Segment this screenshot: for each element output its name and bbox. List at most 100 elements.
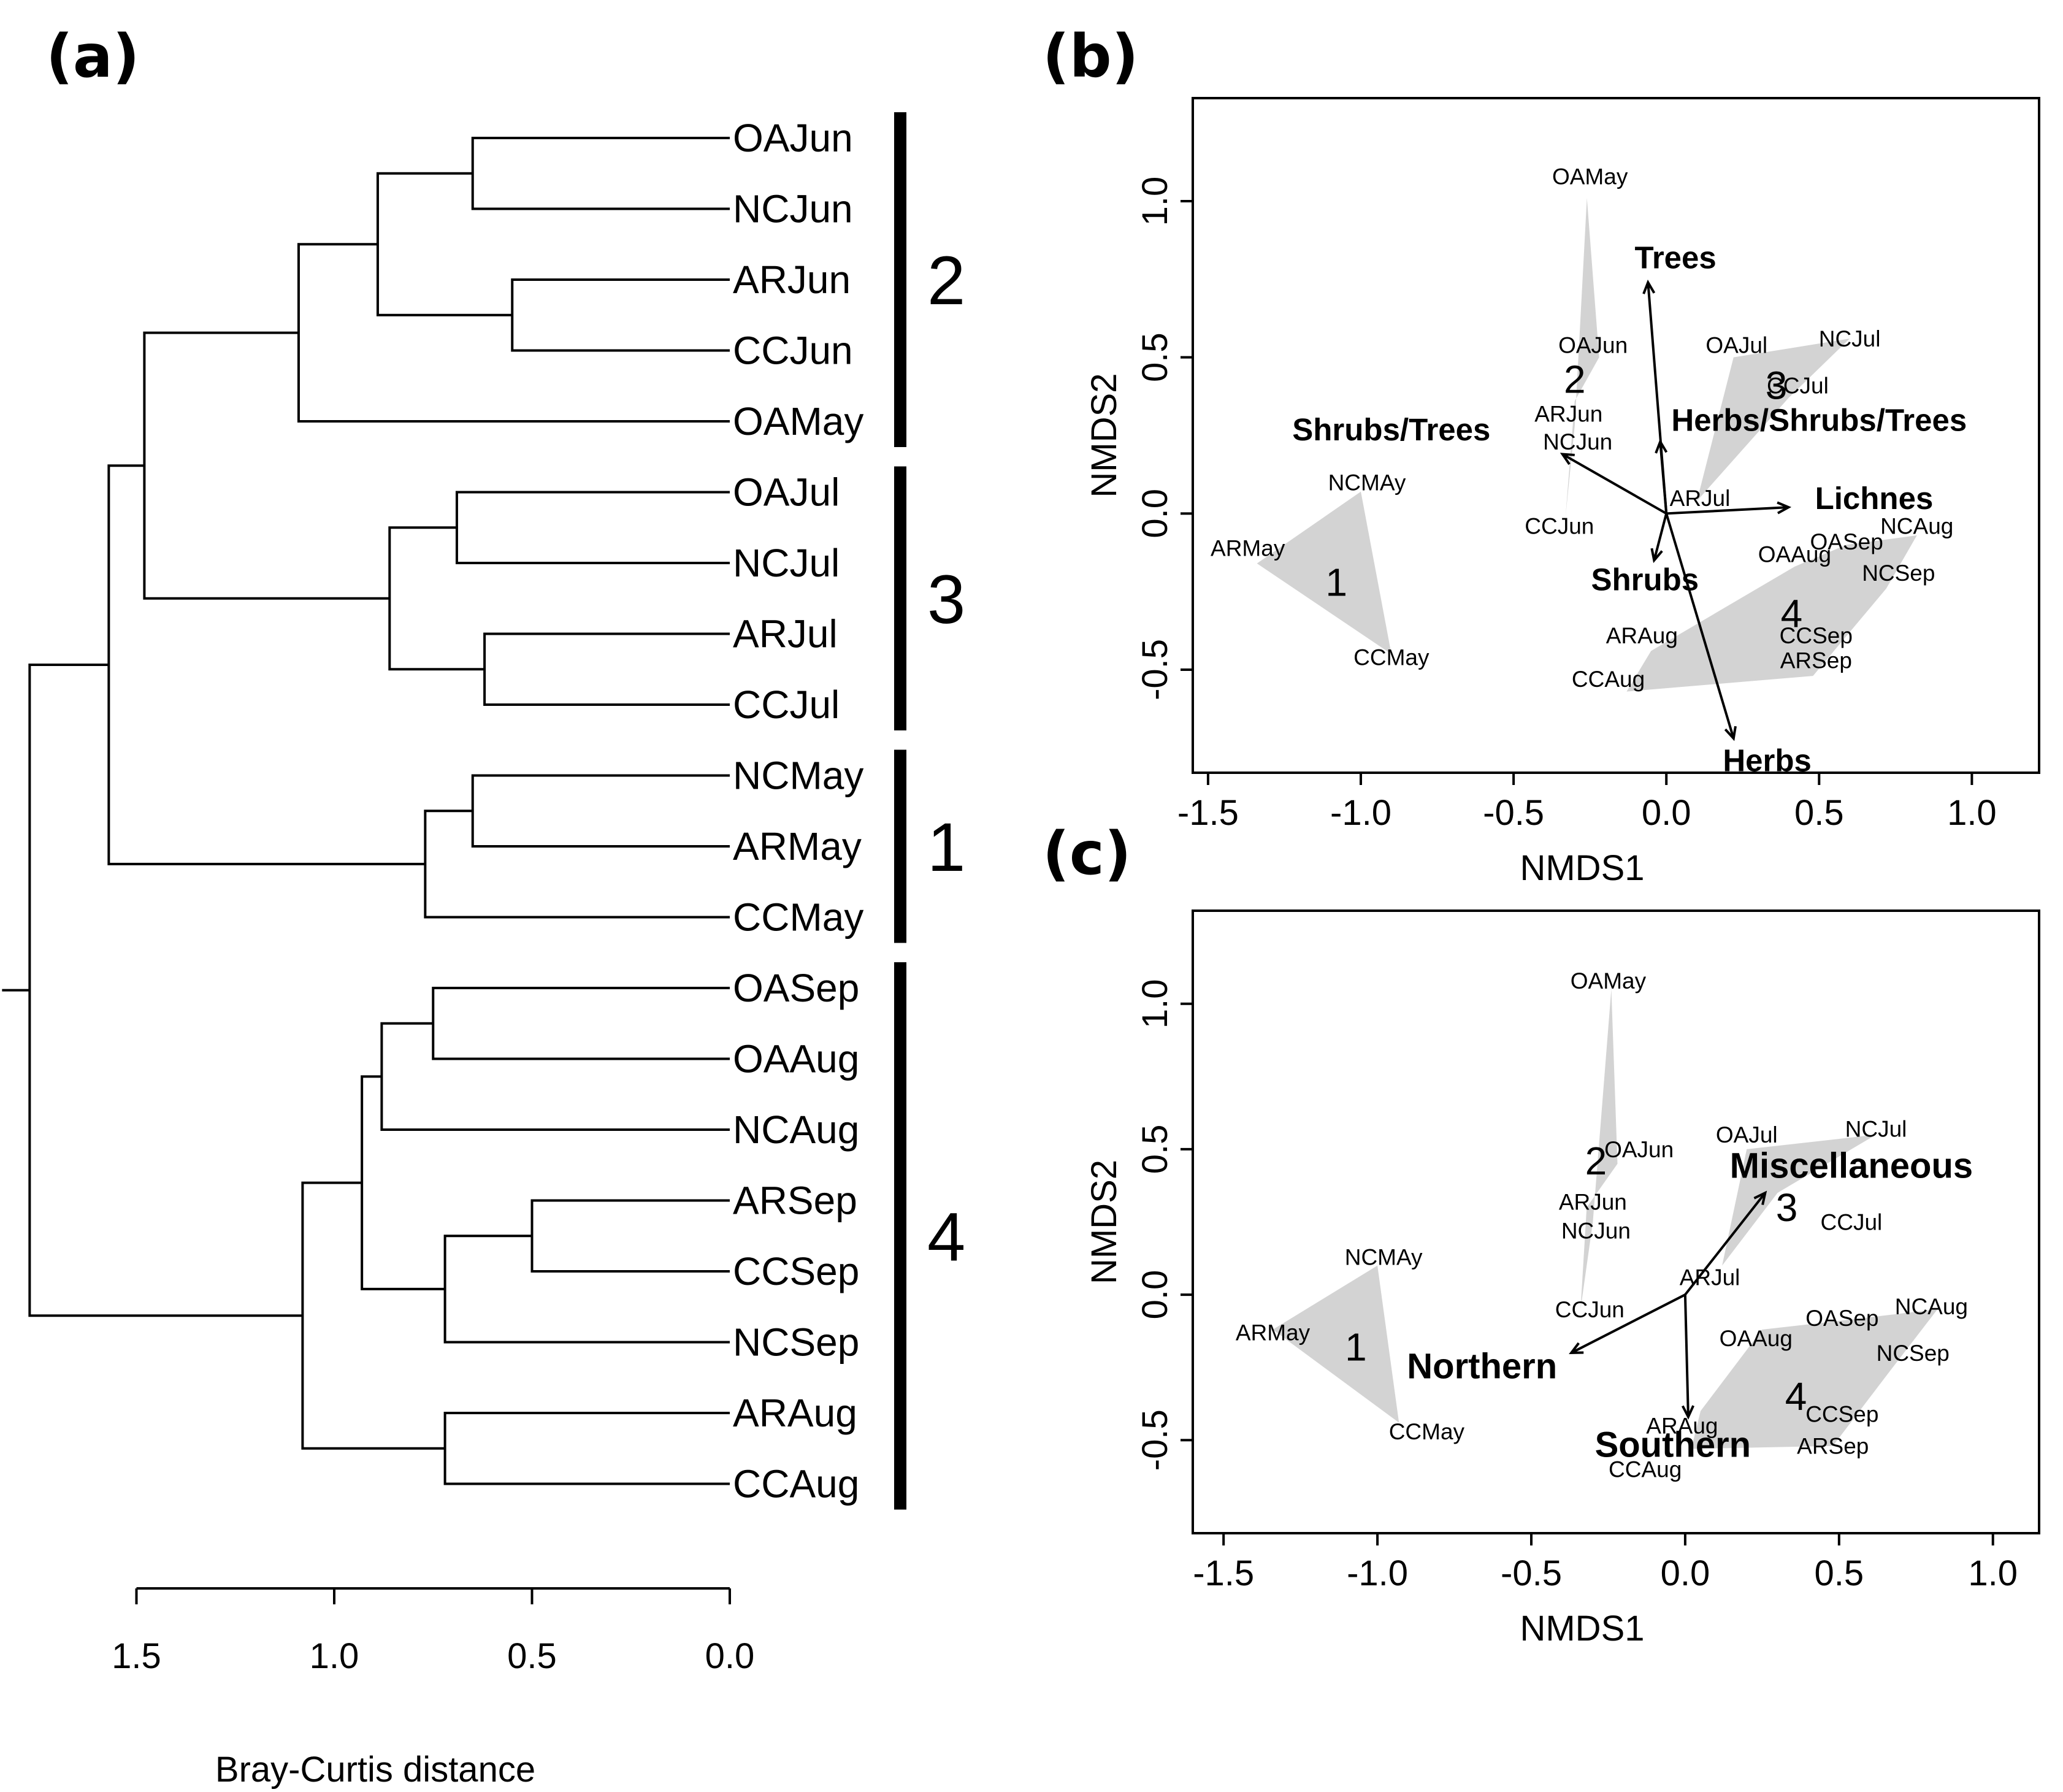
cluster-label-3: 3 <box>927 561 965 638</box>
point-label-oajun: OAJun <box>1604 1137 1674 1162</box>
vector-herbs <box>1665 513 1735 739</box>
group-2-label: 2 <box>1585 1139 1607 1183</box>
vector-arrowhead-herbs-shrubs-trees <box>1655 438 1668 454</box>
group-2-label: 2 <box>1564 357 1586 401</box>
distance-tick-label: 0.0 <box>705 1636 755 1676</box>
point-label-araug: ARAug <box>1646 1414 1718 1439</box>
dendrogram-link-m17 <box>443 1412 730 1485</box>
point-label-ccsep: CCSep <box>1805 1402 1878 1427</box>
leaf-label-arjun: ARJun <box>733 258 851 302</box>
point-label-arsep: ARSep <box>1797 1434 1869 1459</box>
vector-arrowhead-shrubs-trees <box>1560 453 1575 465</box>
group-4-label: 4 <box>1785 1374 1807 1419</box>
leaf-label-araug: ARAug <box>733 1391 857 1435</box>
y-tick-label: 0.5 <box>1135 332 1175 382</box>
dendrogram-link-m2 <box>511 278 730 352</box>
leaf-label-ccjun: CCJun <box>733 329 853 373</box>
plot-frame <box>1192 909 2040 1534</box>
y-tick-label: 0.0 <box>1135 489 1175 538</box>
cluster-label-4: 4 <box>927 1198 965 1275</box>
x-tick-label: -1.5 <box>1177 793 1239 833</box>
leaf-label-ncsep: NCSep <box>733 1320 859 1365</box>
point-label-oamay: OAMay <box>1571 968 1647 994</box>
x-tick-label: -0.5 <box>1483 793 1544 833</box>
dendrogram-link-m4 <box>297 243 730 423</box>
x-tick-label: -1.0 <box>1347 1553 1408 1593</box>
leaf-label-oasep: OASep <box>733 966 859 1010</box>
point-label-oaaug: OAAug <box>1758 542 1831 567</box>
group-1-hull <box>1273 1265 1399 1423</box>
distance-tick-label: 1.5 <box>112 1636 161 1676</box>
distance-tick-label: 1.0 <box>310 1636 359 1676</box>
point-label-araug: ARAug <box>1606 623 1678 648</box>
x-tick-label: 0.5 <box>1814 1553 1864 1593</box>
vector-arrowhead-northern <box>1569 1342 1584 1355</box>
point-label-ccjul: CCJul <box>1821 1210 1883 1235</box>
vector-arrowhead-shrubs <box>1650 548 1663 564</box>
point-label-armay: ARMay <box>1236 1320 1311 1346</box>
vector-label-lichnes: Lichnes <box>1815 481 1934 516</box>
vector-southern <box>1683 1295 1690 1417</box>
leaf-label-ccsep: CCSep <box>733 1249 859 1293</box>
dendrogram-link-m5 <box>455 491 730 564</box>
point-label-oasep: OASep <box>1810 529 1883 554</box>
group-2-hull <box>1565 197 1599 517</box>
dendrogram-link-m18 <box>301 1181 445 1450</box>
x-tick-label: 0.5 <box>1794 793 1844 833</box>
cluster-bar-2 <box>894 112 906 447</box>
group-4-hull <box>1691 1309 1938 1449</box>
x-tick-label: -0.5 <box>1501 1553 1562 1593</box>
distance-axis-title: Bray-Curtis distance <box>215 1750 535 1790</box>
point-label-ncjun: NCJun <box>1543 429 1612 454</box>
leaf-label-ncmay: NCMay <box>733 754 863 798</box>
point-label-ccaug: CCAug <box>1572 667 1645 692</box>
vector-herbs-shrubs-trees <box>1659 442 1668 514</box>
vector-label-herbs-shrubs-trees: Herbs/Shrubs/Trees <box>1671 403 1967 438</box>
group-3-label: 3 <box>1776 1185 1798 1230</box>
vector-arrowhead-southern <box>1682 1405 1694 1420</box>
vector-shrubs-trees <box>1561 453 1667 515</box>
y-tick-label: -0.5 <box>1135 1409 1175 1471</box>
point-label-ncjul: NCJul <box>1819 326 1881 351</box>
point-label-arjul: ARJul <box>1670 486 1731 511</box>
dendrogram-link-m8 <box>143 331 390 600</box>
leaf-label-oajun: OAJun <box>733 116 853 160</box>
vector-label-shrubs-trees: Shrubs/Trees <box>1292 412 1490 447</box>
leaf-label-ncaug: NCAug <box>733 1108 859 1152</box>
point-label-ncsep: NCSep <box>1877 1341 1950 1366</box>
x-tick-label: 1.0 <box>1947 793 1997 833</box>
group-2-hull <box>1580 989 1618 1309</box>
leaf-label-ccaug: CCAug <box>733 1462 859 1506</box>
cluster-label-1: 1 <box>927 809 965 886</box>
x-tick-label: -1.0 <box>1330 793 1391 833</box>
point-label-ncsep: NCSep <box>1862 561 1935 586</box>
group-1-hull <box>1257 491 1391 654</box>
point-label-ncaug: NCAug <box>1880 514 1953 539</box>
leaf-label-ncjun: NCJun <box>733 187 853 231</box>
group-3-label: 3 <box>1766 364 1788 408</box>
point-label-ccjul: CCJul <box>1767 373 1829 399</box>
vector-northern <box>1571 1293 1686 1354</box>
point-label-arjun: ARJun <box>1534 401 1602 426</box>
distance-tick-label: 0.5 <box>507 1636 557 1676</box>
nmds-plot-vegetation: -1.5 -1.0 -0.5 0.0 0.5 1.0 -0.5 0.0 0.5 1.0 NMDS1 N… <box>1084 97 2040 888</box>
leaf-label-ccjul: CCJul <box>733 683 840 727</box>
vector-lichnes <box>1666 506 1789 515</box>
cluster-bar-3 <box>894 466 906 730</box>
point-label-ncaug: NCAug <box>1895 1294 1968 1319</box>
point-label-ccjun: CCJun <box>1525 514 1594 539</box>
point-label-oaaug: OAAug <box>1720 1326 1793 1351</box>
point-label-ncjun: NCJun <box>1561 1219 1631 1244</box>
x-axis-title: NMDS1 <box>1520 1609 1644 1648</box>
vector-label-northern: Northern <box>1407 1347 1557 1387</box>
vector-label-miscellaneous: Miscellaneous <box>1730 1146 1973 1185</box>
group-1-label: 1 <box>1345 1325 1367 1369</box>
x-tick-label: -1.5 <box>1193 1553 1254 1593</box>
dendrogram-link-m3 <box>376 172 513 316</box>
group-1-label: 1 <box>1325 560 1347 604</box>
y-axis-title: NMDS2 <box>1084 373 1124 497</box>
dendrogram-link-m1 <box>471 137 730 210</box>
cluster-bar-1 <box>894 749 906 943</box>
leaf-label-arjul: ARJul <box>733 612 838 656</box>
dendrogram-link-m9 <box>471 774 730 848</box>
